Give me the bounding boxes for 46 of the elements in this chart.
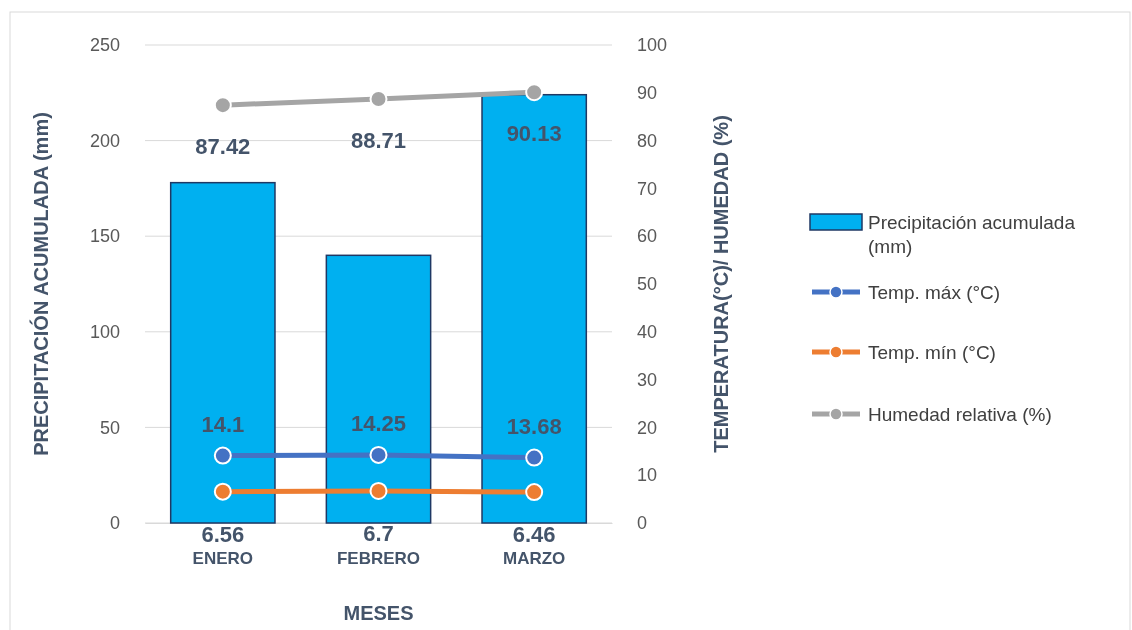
bar <box>481 93 588 524</box>
data-label: 90.13 <box>506 121 562 147</box>
point <box>213 482 232 501</box>
legend-label: Temp. máx (°C) <box>868 282 1001 303</box>
point <box>525 83 544 102</box>
y2-tick-label: 20 <box>637 417 658 438</box>
y-tick-label: 150 <box>89 226 120 247</box>
x-tick-label: ENERO <box>192 549 254 568</box>
data-label: 14.1 <box>201 411 245 437</box>
point <box>213 446 232 465</box>
point <box>213 96 232 115</box>
y2-tick-label: 40 <box>637 322 658 343</box>
y2-tick-label: 70 <box>637 178 658 199</box>
y-tick-label: 250 <box>89 35 120 56</box>
y2-tick-label: 0 <box>637 513 648 534</box>
legend-label: Precipitación acumulada (mm) <box>868 212 1076 257</box>
y-tick-label: 100 <box>89 322 120 343</box>
data-label: 88.71 <box>350 127 407 153</box>
point <box>369 445 388 464</box>
y2-tick-label: 30 <box>637 369 658 390</box>
x-axis-title: MESES <box>343 602 414 624</box>
y-tick-label: 50 <box>99 417 120 438</box>
point <box>525 483 544 502</box>
point <box>369 481 388 500</box>
y2-tick-label: 50 <box>637 274 658 295</box>
legend-label: Temp. mín (°C) <box>868 342 996 363</box>
y2-axis-title: TEMPERATURA(°C)/ HUMEDAD (%) <box>710 115 732 453</box>
data-label: 6.46 <box>512 522 556 548</box>
y-tick-label: 200 <box>89 130 120 151</box>
x-tick-label: FEBRERO <box>336 549 421 568</box>
y2-tick-label: 90 <box>637 83 658 104</box>
bar <box>169 181 276 524</box>
y2-tick-label: 100 <box>637 35 668 56</box>
y-axis-title: PRECIPITACIÓN ACUMULADA (mm) <box>29 112 52 456</box>
data-label: 14.25 <box>350 410 407 436</box>
data-label: 13.68 <box>506 413 562 439</box>
data-label: 6.7 <box>363 520 394 546</box>
x-tick-label: MARZO <box>503 549 566 568</box>
data-label: 6.56 <box>201 521 245 547</box>
legend-label: Humedad relativa (%) <box>868 404 1052 425</box>
y2-tick-label: 60 <box>637 226 658 247</box>
point <box>525 448 544 467</box>
y2-tick-label: 80 <box>637 130 658 151</box>
y2-tick-label: 10 <box>637 465 658 486</box>
data-label: 87.42 <box>195 134 251 160</box>
y-tick-label: 0 <box>109 513 120 534</box>
